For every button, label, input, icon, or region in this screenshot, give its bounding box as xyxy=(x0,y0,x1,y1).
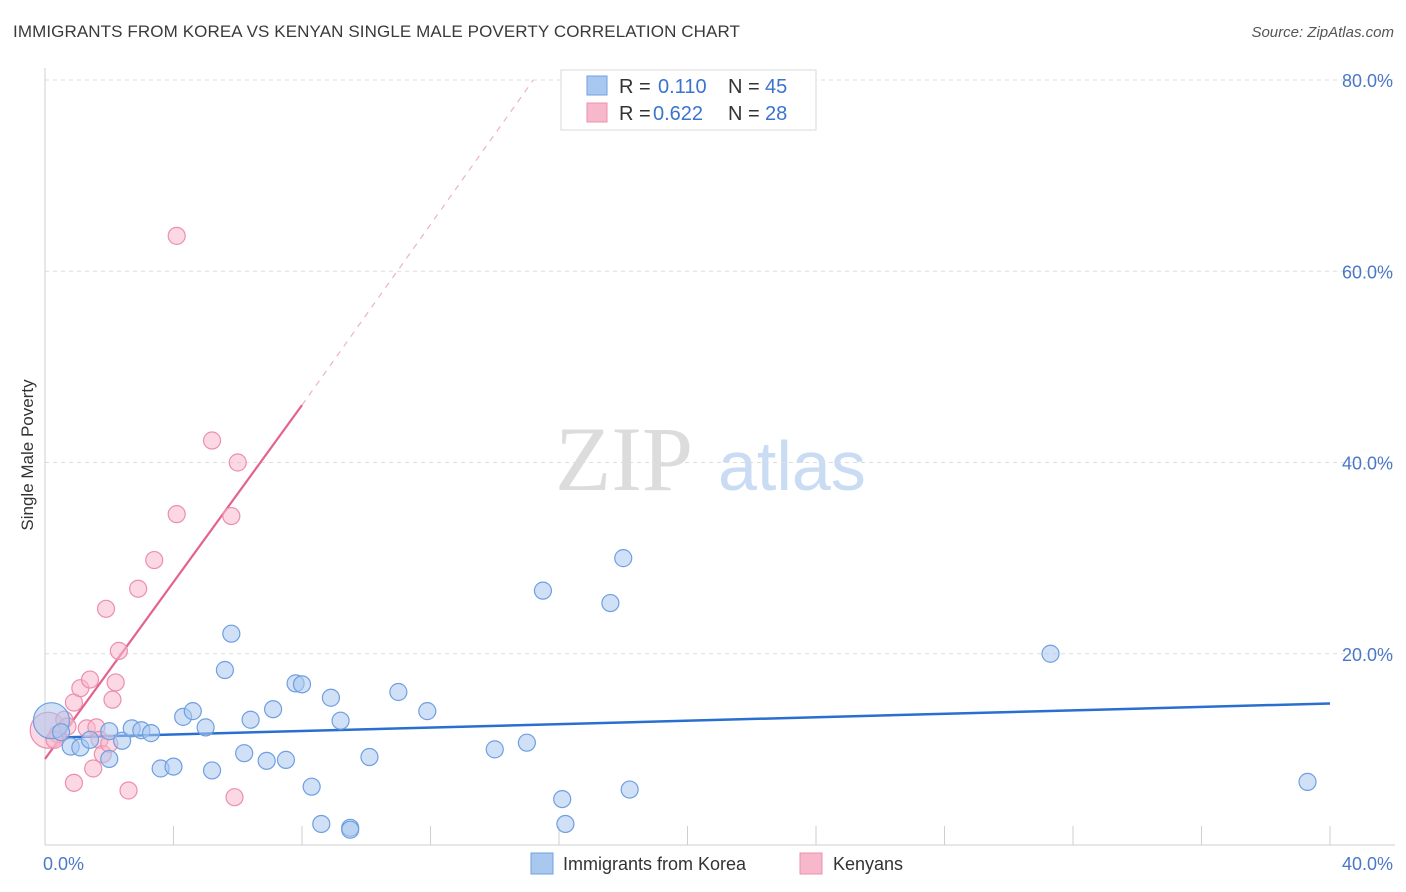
korea-point xyxy=(418,702,437,721)
korea-point xyxy=(556,814,575,834)
legend-r-value-1: 0.110 xyxy=(658,76,707,98)
korea-point xyxy=(257,751,276,770)
kenyan-point xyxy=(106,673,125,692)
trend-lines xyxy=(44,79,1331,760)
korea-point xyxy=(312,814,331,834)
korea-point xyxy=(553,789,572,809)
legend-n-value-2: 28 xyxy=(765,103,787,125)
kenyan-point xyxy=(109,641,128,660)
korea-point xyxy=(112,731,132,750)
legend-n-value-1: 45 xyxy=(765,76,787,98)
korea-point xyxy=(202,761,222,780)
kenyan-point xyxy=(119,781,138,800)
kenyan-point xyxy=(145,550,164,570)
kenyan-point xyxy=(167,226,186,245)
stats-legend: R = 0.110 N = 45 R = 0.622 N = 28 xyxy=(560,69,817,131)
kenyan-point xyxy=(96,599,116,618)
legend-r-value-2: 0.622 xyxy=(653,103,703,125)
korea-point xyxy=(292,675,312,694)
y-tick-label: 20.0% xyxy=(1342,645,1393,665)
series-legend-swatch-kenyans xyxy=(799,852,823,875)
korea-point xyxy=(276,750,296,769)
kenyan-point xyxy=(202,431,222,450)
korea-point xyxy=(389,682,408,702)
legend-swatch-blue xyxy=(586,75,608,96)
korea-point xyxy=(141,724,161,743)
korea-point xyxy=(215,660,234,680)
korea-point xyxy=(302,777,321,796)
kenyan-point xyxy=(228,453,247,472)
x-tick-label: 40.0% xyxy=(1342,854,1393,874)
korea-point xyxy=(51,723,71,742)
korea-point xyxy=(222,624,241,643)
gridlines xyxy=(45,79,1395,655)
korea-point xyxy=(241,710,260,729)
watermark-atlas: atlas xyxy=(718,427,866,505)
kenyan-point xyxy=(84,759,103,778)
legend-n-label-1: N = xyxy=(728,76,765,98)
series-legend-label-korea: Immigrants from Korea xyxy=(563,854,747,874)
korea-point xyxy=(331,711,350,730)
korea-point xyxy=(614,549,633,568)
chart-title: IMMIGRANTS FROM KOREA VS KENYAN SINGLE M… xyxy=(13,22,741,41)
korea-point xyxy=(601,593,620,613)
kenyan-trend-extension xyxy=(301,79,534,406)
korea-point xyxy=(517,733,536,752)
korea-point xyxy=(196,718,215,737)
kenyan-trend-line xyxy=(44,404,303,760)
korea-point xyxy=(183,702,202,721)
korea-point xyxy=(100,722,119,741)
korea-point xyxy=(100,749,119,769)
series-legend: Immigrants from Korea Kenyans xyxy=(530,852,903,875)
source-credit: Source: ZipAtlas.com xyxy=(1251,24,1394,41)
legend-r-label-2: R = xyxy=(619,103,656,125)
korea-point xyxy=(321,688,341,707)
y-tick-label: 80.0% xyxy=(1342,71,1393,91)
kenyan-point xyxy=(222,506,241,526)
korea-point xyxy=(80,730,100,749)
korea-point xyxy=(263,700,283,719)
legend-n-label-2: N = xyxy=(728,103,765,125)
kenyan-point xyxy=(103,690,122,709)
korea-point xyxy=(485,740,504,759)
korea-point xyxy=(235,744,254,763)
y-tick-label: 40.0% xyxy=(1342,454,1393,474)
kenyan-point xyxy=(167,505,186,524)
y-tick-label: 60.0% xyxy=(1342,262,1393,282)
korea-point xyxy=(341,820,360,839)
korea-point xyxy=(1041,644,1060,663)
kenyan-point xyxy=(225,788,244,807)
watermark-zip: ZIP xyxy=(555,408,693,510)
data-points xyxy=(29,226,1317,839)
series-legend-label-kenyans: Kenyans xyxy=(833,854,903,874)
series-legend-swatch-korea xyxy=(530,852,554,875)
korea-point xyxy=(620,780,639,799)
korea-point xyxy=(1298,772,1317,791)
kenyan-point xyxy=(64,773,84,792)
kenyan-point xyxy=(80,670,100,689)
korea-point xyxy=(533,581,553,600)
korea-point xyxy=(360,747,379,767)
korea-point xyxy=(164,757,183,776)
y-axis-label: Single Male Poverty xyxy=(18,379,37,531)
x-tick-label: 0.0% xyxy=(43,854,84,874)
legend-r-label-1: R = xyxy=(619,76,656,98)
korea-trend-line xyxy=(44,702,1331,740)
kenyan-point xyxy=(129,579,148,598)
legend-swatch-pink xyxy=(586,102,608,123)
